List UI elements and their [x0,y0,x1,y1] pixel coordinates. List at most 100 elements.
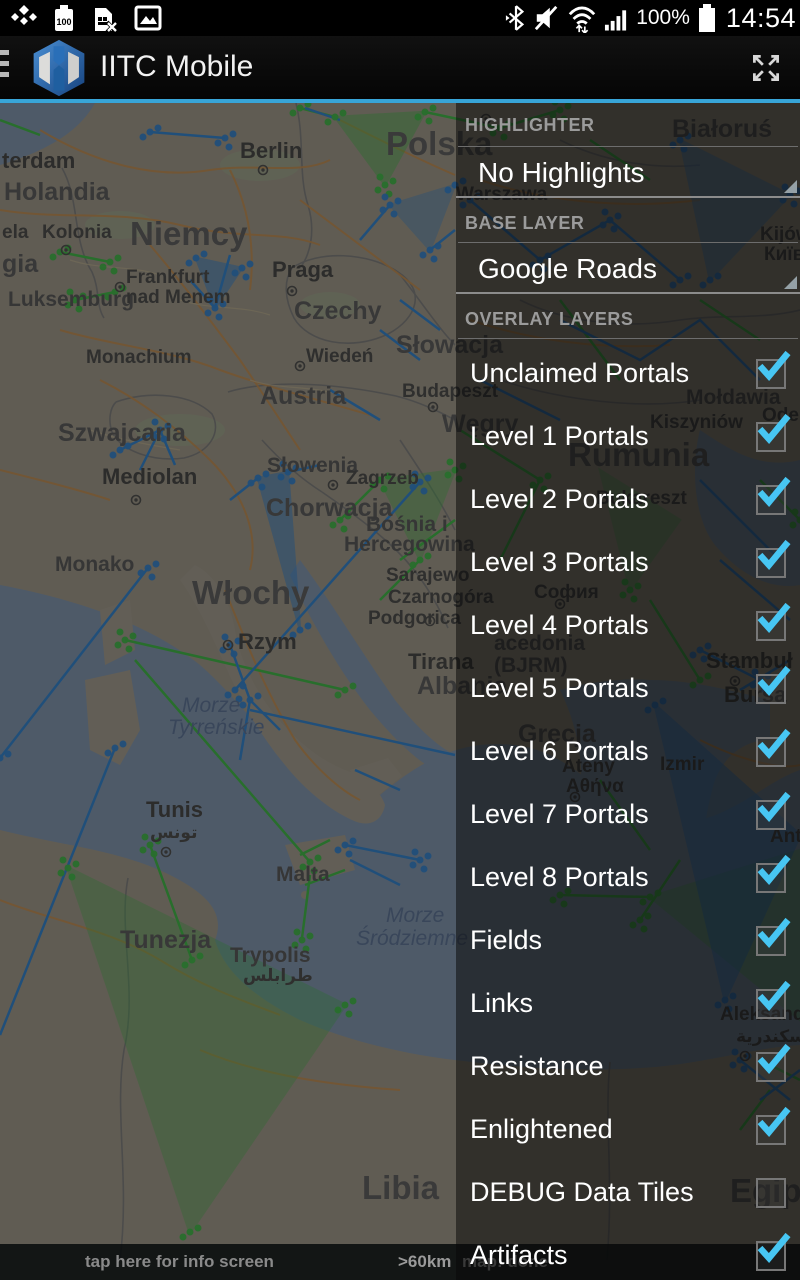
overlay-layer-row[interactable]: Fields [456,909,800,972]
map-label: Frankfurt [126,267,210,288]
highlighter-spinner[interactable]: No Highlights [456,148,800,198]
battery-icon [698,4,715,32]
overlay-layer-label: Unclaimed Portals [470,358,690,388]
overlay-layer-label: Artifacts [470,1240,568,1270]
clock-text: 14:54 [725,2,796,33]
checkmark-icon [757,854,791,885]
overlay-layer-checkbox[interactable] [756,413,791,452]
map-label: Trypolis [230,944,311,967]
divider [458,146,798,147]
map-label: Rzym [238,629,297,654]
overlay-layer-row[interactable]: Level 2 Portals [456,468,800,531]
overlay-layer-row[interactable]: Level 1 Portals [456,405,800,468]
overlay-layer-row[interactable]: Unclaimed Portals [456,342,800,405]
checkmark-icon [757,1106,791,1137]
overlay-layer-checkbox[interactable] [756,917,791,956]
iitc-logo-icon[interactable] [30,39,88,97]
overlay-layer-label: Level 7 Portals [470,799,649,829]
app-title: IITC Mobile [100,50,254,83]
overlay-layer-row[interactable]: Level 5 Portals [456,657,800,720]
overlay-layer-label: Level 5 Portals [470,673,649,703]
overlay-layer-row[interactable]: DEBUG Data Tiles [456,1161,800,1224]
overlay-layer-row[interactable]: Links [456,972,800,1035]
fullscreen-expand-icon [753,55,779,81]
overlay-layer-label: Resistance [470,1051,604,1081]
map-label: Podgorica [368,608,461,629]
overlay-layer-row[interactable]: Level 7 Portals [456,783,800,846]
map-label: Praga [272,257,334,282]
map-label: Kolonia [42,222,112,243]
overlay-layer-label: Level 6 Portals [470,736,649,766]
info-screen-button[interactable]: tap here for info screen [85,1252,274,1271]
map-label: nad Menem [126,287,231,308]
overlay-layer-row[interactable]: Level 6 Portals [456,720,800,783]
overlay-layer-checkbox[interactable] [756,1177,786,1208]
overlay-layer-label: Fields [470,925,543,955]
action-bar: IITC Mobile [0,36,800,99]
overlay-layer-checkbox[interactable] [756,791,791,830]
overlay-layer-checkbox[interactable] [756,1043,791,1082]
checkmark-icon [757,665,791,696]
map-label: Libia [362,1169,440,1206]
overlay-layer-checkbox[interactable] [756,476,791,515]
base-layer-spinner[interactable]: Google Roads [456,244,800,294]
overlay-layer-checkbox[interactable] [756,1232,791,1271]
map-label: terdam [2,148,75,173]
fullscreen-button[interactable] [740,42,792,94]
checkmark-icon [757,791,791,822]
tidal-notification-icon [11,5,37,25]
checkmark-icon [757,917,791,948]
checkmark-icon [757,1232,791,1263]
map-label: Luksemburg [8,288,134,311]
drawer-handle-icon[interactable] [0,50,10,77]
overlay-layer-checkbox[interactable] [756,539,791,578]
overlay-layers-header: OVERLAY LAYERS [465,309,634,329]
map-label: Morze [182,694,240,717]
map-label: تونس [150,823,197,843]
overlay-layer-checkbox[interactable] [756,980,791,1019]
map-label: Czechy [294,297,382,325]
map-label: Sarajewo [386,565,469,586]
checkmark-icon [757,602,791,633]
map-label: Tunezja [120,926,212,954]
gallery-notification-icon [134,5,162,31]
battery-100-notification-icon: 100 [55,5,73,31]
overlay-layer-checkbox[interactable] [756,350,791,389]
overlay-layer-checkbox[interactable] [756,854,791,893]
overlay-layer-checkbox[interactable] [756,1106,791,1145]
map-label: Morze [386,904,444,927]
map-label: Bośnia i [366,513,448,536]
overlay-layer-row[interactable]: Enlightened [456,1098,800,1161]
overlay-layer-label: Level 2 Portals [470,484,649,514]
divider [458,242,798,243]
overlay-layer-label: Enlightened [470,1114,613,1144]
map-label: Niemcy [130,215,248,252]
mute-icon [535,5,558,31]
overlay-layer-list[interactable]: Unclaimed Portals Level 1 Portals Level 2 … [456,342,800,1280]
signal-strength-icon [605,9,627,31]
status-bar: 100 [0,0,800,36]
overlay-layer-row[interactable]: Resistance [456,1035,800,1098]
checkmark-icon [757,728,791,759]
bluetooth-icon [506,5,525,31]
overlay-layer-checkbox[interactable] [756,665,791,704]
layer-chooser-panel[interactable]: HIGHLIGHTER No Highlights BASE LAYER Goo… [456,103,800,1280]
base-layer-header: BASE LAYER [465,213,585,233]
overlay-layer-checkbox[interactable] [756,728,791,767]
map-label: Tunis [146,797,203,822]
overlay-layer-checkbox[interactable] [756,602,791,641]
divider [458,338,798,339]
map-label: Chorwacja [266,494,394,522]
map-label: Mediolan [102,464,197,489]
map-label: ela [2,222,29,243]
map-label: Monachium [86,347,192,368]
wifi-icon [568,6,596,33]
overlay-layer-row[interactable]: Artifacts [456,1224,800,1280]
overlay-layer-row[interactable]: Level 4 Portals [456,594,800,657]
map-label: Zagrzeb [346,468,419,489]
overlay-layer-row[interactable]: Level 8 Portals [456,846,800,909]
map-label: Szwajcaria [58,419,187,447]
overlay-layer-row[interactable]: Level 3 Portals [456,531,800,594]
